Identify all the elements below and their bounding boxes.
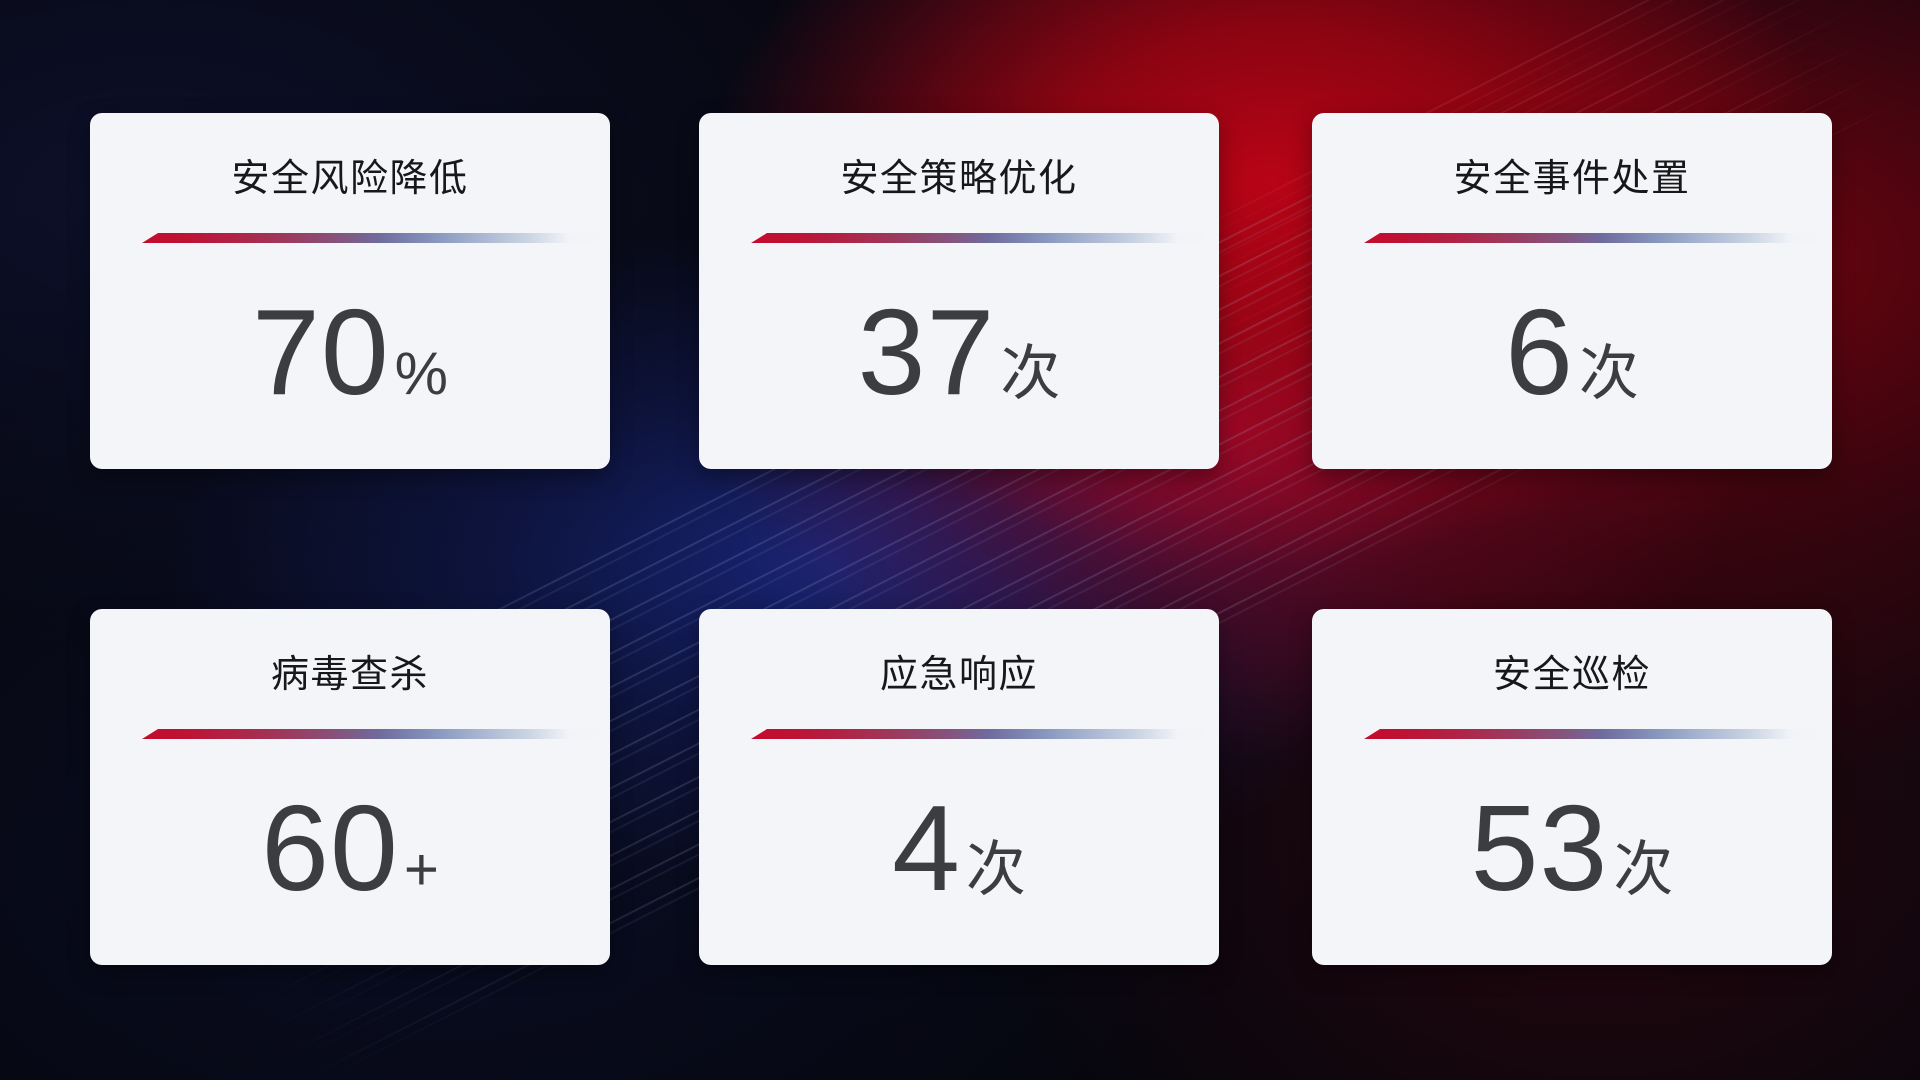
divider-gradient-line bbox=[142, 233, 600, 243]
stat-value-row: 6 次 bbox=[1312, 291, 1832, 413]
stat-unit: 次 bbox=[1000, 340, 1061, 407]
stat-value: 60 bbox=[261, 780, 399, 916]
stat-card-virus-scan: 病毒查杀 60 + bbox=[90, 609, 610, 965]
stat-value-row: 53 次 bbox=[1312, 787, 1832, 909]
stat-card-title: 安全巡检 bbox=[1492, 654, 1651, 696]
stat-unit: % bbox=[394, 340, 449, 407]
stat-value: 53 bbox=[1470, 780, 1609, 916]
stat-card-emergency-response: 应急响应 4 次 bbox=[699, 609, 1219, 965]
stat-card-title: 安全事件处置 bbox=[1453, 158, 1691, 200]
stat-unit: 次 bbox=[1578, 340, 1639, 407]
stat-unit: + bbox=[403, 836, 439, 903]
divider-gradient-line bbox=[142, 729, 600, 739]
stat-value: 4 bbox=[892, 780, 961, 916]
stat-card-title: 安全风险降低 bbox=[231, 158, 469, 200]
stat-card-title: 应急响应 bbox=[879, 654, 1038, 696]
divider-gradient-line bbox=[751, 729, 1209, 739]
stat-value-row: 70 % bbox=[90, 291, 610, 413]
stat-value-row: 4 次 bbox=[699, 787, 1219, 909]
stat-value: 37 bbox=[857, 284, 996, 420]
stat-card-security-risk-reduction: 安全风险降低 70 % bbox=[90, 113, 610, 469]
stat-value-row: 60 + bbox=[90, 787, 610, 909]
stat-card-security-incident-handling: 安全事件处置 6 次 bbox=[1312, 113, 1832, 469]
stat-card-title: 安全策略优化 bbox=[840, 158, 1078, 200]
stat-card-security-policy-optimization: 安全策略优化 37 次 bbox=[699, 113, 1219, 469]
stat-value: 6 bbox=[1505, 284, 1574, 420]
stat-value-row: 37 次 bbox=[699, 291, 1219, 413]
stat-unit: 次 bbox=[1613, 836, 1674, 903]
stat-card-title: 病毒查杀 bbox=[270, 654, 429, 696]
stat-value: 70 bbox=[251, 284, 390, 420]
divider-gradient-line bbox=[1364, 233, 1822, 243]
divider-gradient-line bbox=[751, 233, 1209, 243]
stat-unit: 次 bbox=[965, 836, 1026, 903]
stat-card-security-inspection: 安全巡检 53 次 bbox=[1312, 609, 1832, 965]
divider-gradient-line bbox=[1364, 729, 1822, 739]
